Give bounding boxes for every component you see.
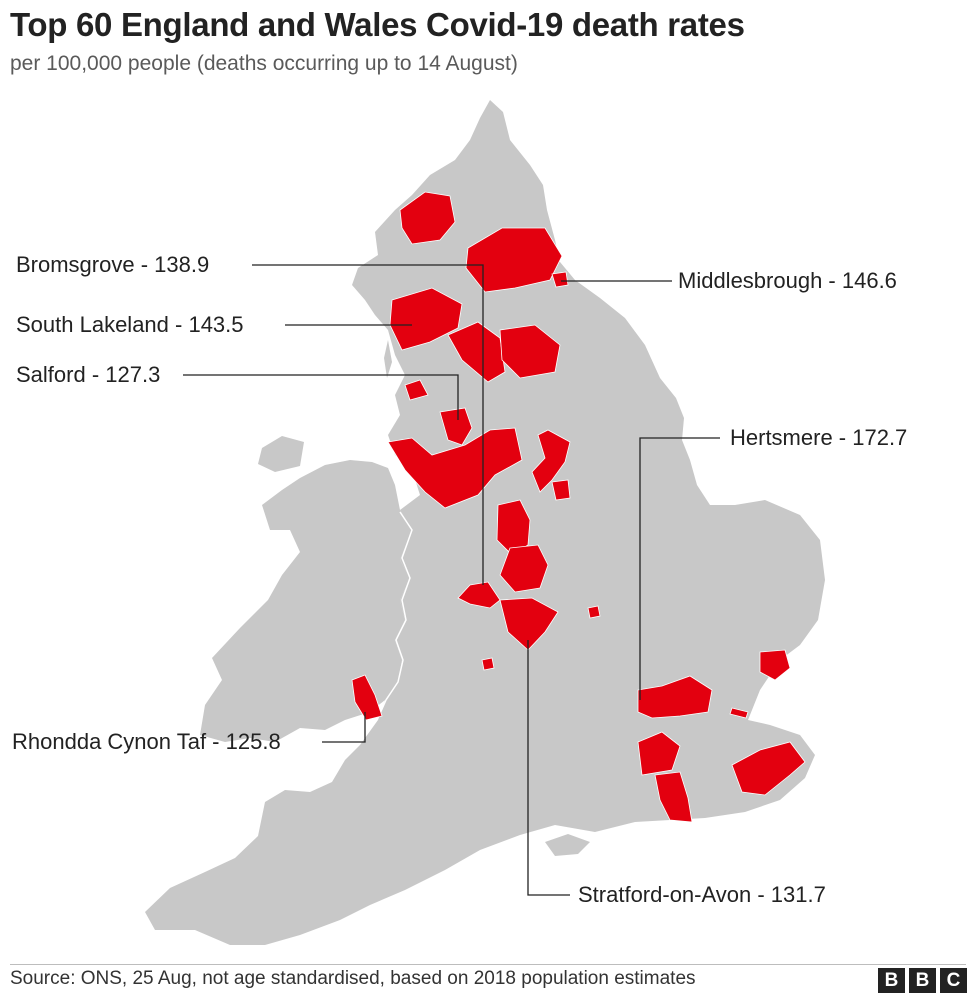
leader-hertsmere (639, 437, 720, 700)
callout-hertsmere: Hertsmere - 172.7 (730, 425, 908, 450)
district-stratford-on-avon[interactable] (499, 597, 559, 651)
district-tendring[interactable] (759, 649, 791, 681)
leader-stratford (527, 640, 570, 896)
district-west-midlands[interactable] (499, 544, 549, 593)
district-stoke-derby[interactable] (496, 499, 531, 556)
map-title: Top 60 England and Wales Covid-19 death … (10, 6, 745, 43)
anglesey-island (258, 436, 304, 472)
district-rhondda-cynon-taf[interactable] (351, 674, 383, 721)
leader-salford (183, 374, 459, 420)
england-landmass (145, 100, 825, 945)
district-sheffield-area[interactable] (531, 429, 571, 493)
logo-letter: C (940, 968, 967, 993)
isle-of-wight (545, 834, 590, 856)
leader-bromsgrove (252, 264, 484, 585)
district-bromsgrove[interactable] (457, 581, 501, 609)
callout-stratford: Stratford-on-Avon - 131.7 (578, 882, 826, 907)
logo-letter: B (909, 968, 936, 993)
district-carlisle[interactable] (399, 191, 456, 245)
source-note: Source: ONS, 25 Aug, not age standardise… (10, 968, 696, 989)
district-south-lakeland[interactable] (389, 287, 463, 351)
callout-middlesbrough: Middlesbrough - 146.6 (678, 268, 897, 293)
district-northampton[interactable] (587, 605, 601, 619)
leader-lines (183, 264, 720, 896)
district-richmondshire[interactable] (447, 321, 506, 383)
callout-rhondda: Rhondda Cynon Taf - 125.8 (12, 729, 281, 754)
callout-bromsgrove: Bromsgrove - 138.9 (16, 252, 210, 277)
district-hambleton[interactable] (499, 324, 561, 379)
logo-letter: B (878, 968, 905, 993)
district-kent-cluster[interactable] (731, 741, 806, 796)
district-durham-area[interactable] (465, 227, 563, 293)
district-merseyside-cluster[interactable] (387, 427, 523, 509)
district-blackpool[interactable] (404, 379, 429, 401)
walney-island (384, 340, 392, 378)
footer-divider (10, 964, 966, 965)
leader-rhondda (322, 712, 366, 743)
district-middlesbrough[interactable] (551, 271, 569, 288)
map-subtitle: per 100,000 people (deaths occurring up … (10, 52, 518, 75)
callout-salford: Salford - 127.3 (16, 362, 161, 387)
district-oxford[interactable] (481, 657, 495, 671)
highlighted-districts (351, 191, 806, 823)
bbc-logo: B B C (878, 968, 967, 993)
wales-landmass (200, 460, 412, 742)
callout-south-lakeland: South Lakeland - 143.5 (16, 312, 244, 337)
england-wales-border (377, 511, 413, 719)
district-surrey-cluster[interactable] (637, 731, 681, 776)
district-hertsmere-cluster[interactable] (637, 675, 713, 719)
district-east-london[interactable] (729, 707, 749, 719)
district-salford[interactable] (439, 407, 473, 446)
district-nottingham-area[interactable] (551, 479, 571, 501)
district-sussex-cluster[interactable] (654, 771, 693, 823)
